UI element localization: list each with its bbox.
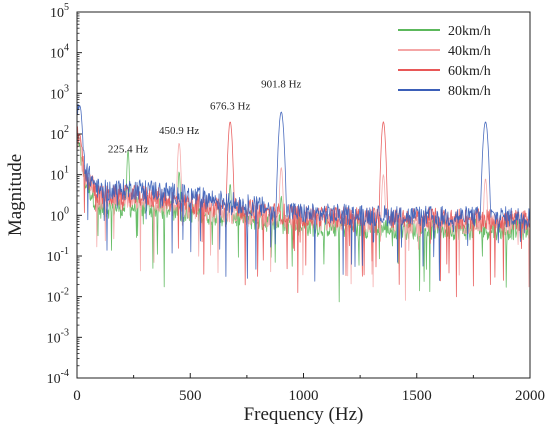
series-line-80kmh — [77, 103, 530, 282]
plot-series-layer — [77, 103, 530, 303]
legend-label: 80km/h — [448, 84, 491, 99]
y-tick-label: 105 — [50, 2, 69, 21]
legend-label: 40km/h — [448, 44, 491, 59]
y-tick-label: 102 — [50, 124, 69, 143]
x-tick-label: 1000 — [289, 388, 319, 404]
peak-label: 901.8 Hz — [261, 78, 301, 90]
y-tick-label: 101 — [50, 165, 69, 184]
y-tick-label: 103 — [50, 83, 69, 102]
x-tick-label: 500 — [179, 388, 202, 404]
y-axis-label: Magnitude — [5, 154, 26, 236]
x-axis-label: Frequency (Hz) — [244, 404, 364, 425]
y-tick-label: 100 — [50, 205, 69, 224]
y-tick-label: 104 — [50, 43, 69, 62]
x-tick-label: 0 — [73, 388, 81, 404]
series-group — [77, 103, 530, 303]
y-tick-label: 10-1 — [47, 246, 69, 265]
peak-label: 676.3 Hz — [210, 101, 250, 113]
legend-label: 60km/h — [448, 64, 491, 79]
peak-label: 450.9 Hz — [159, 125, 199, 137]
y-tick-label: 10-4 — [47, 368, 69, 387]
y-tick-label: 10-3 — [47, 327, 69, 346]
legend: 20km/h 40km/h 60km/h 80km/h — [398, 24, 491, 99]
legend-label: 20km/h — [448, 24, 491, 39]
x-tick-label: 1500 — [402, 388, 432, 404]
y-tick-label: 10-2 — [47, 287, 69, 306]
x-tick-label: 2000 — [515, 388, 545, 404]
peak-label: 225.4 Hz — [108, 144, 148, 156]
peak-annotations: 225.4 Hz 450.9 Hz 676.3 Hz 901.8 Hz — [108, 78, 302, 155]
